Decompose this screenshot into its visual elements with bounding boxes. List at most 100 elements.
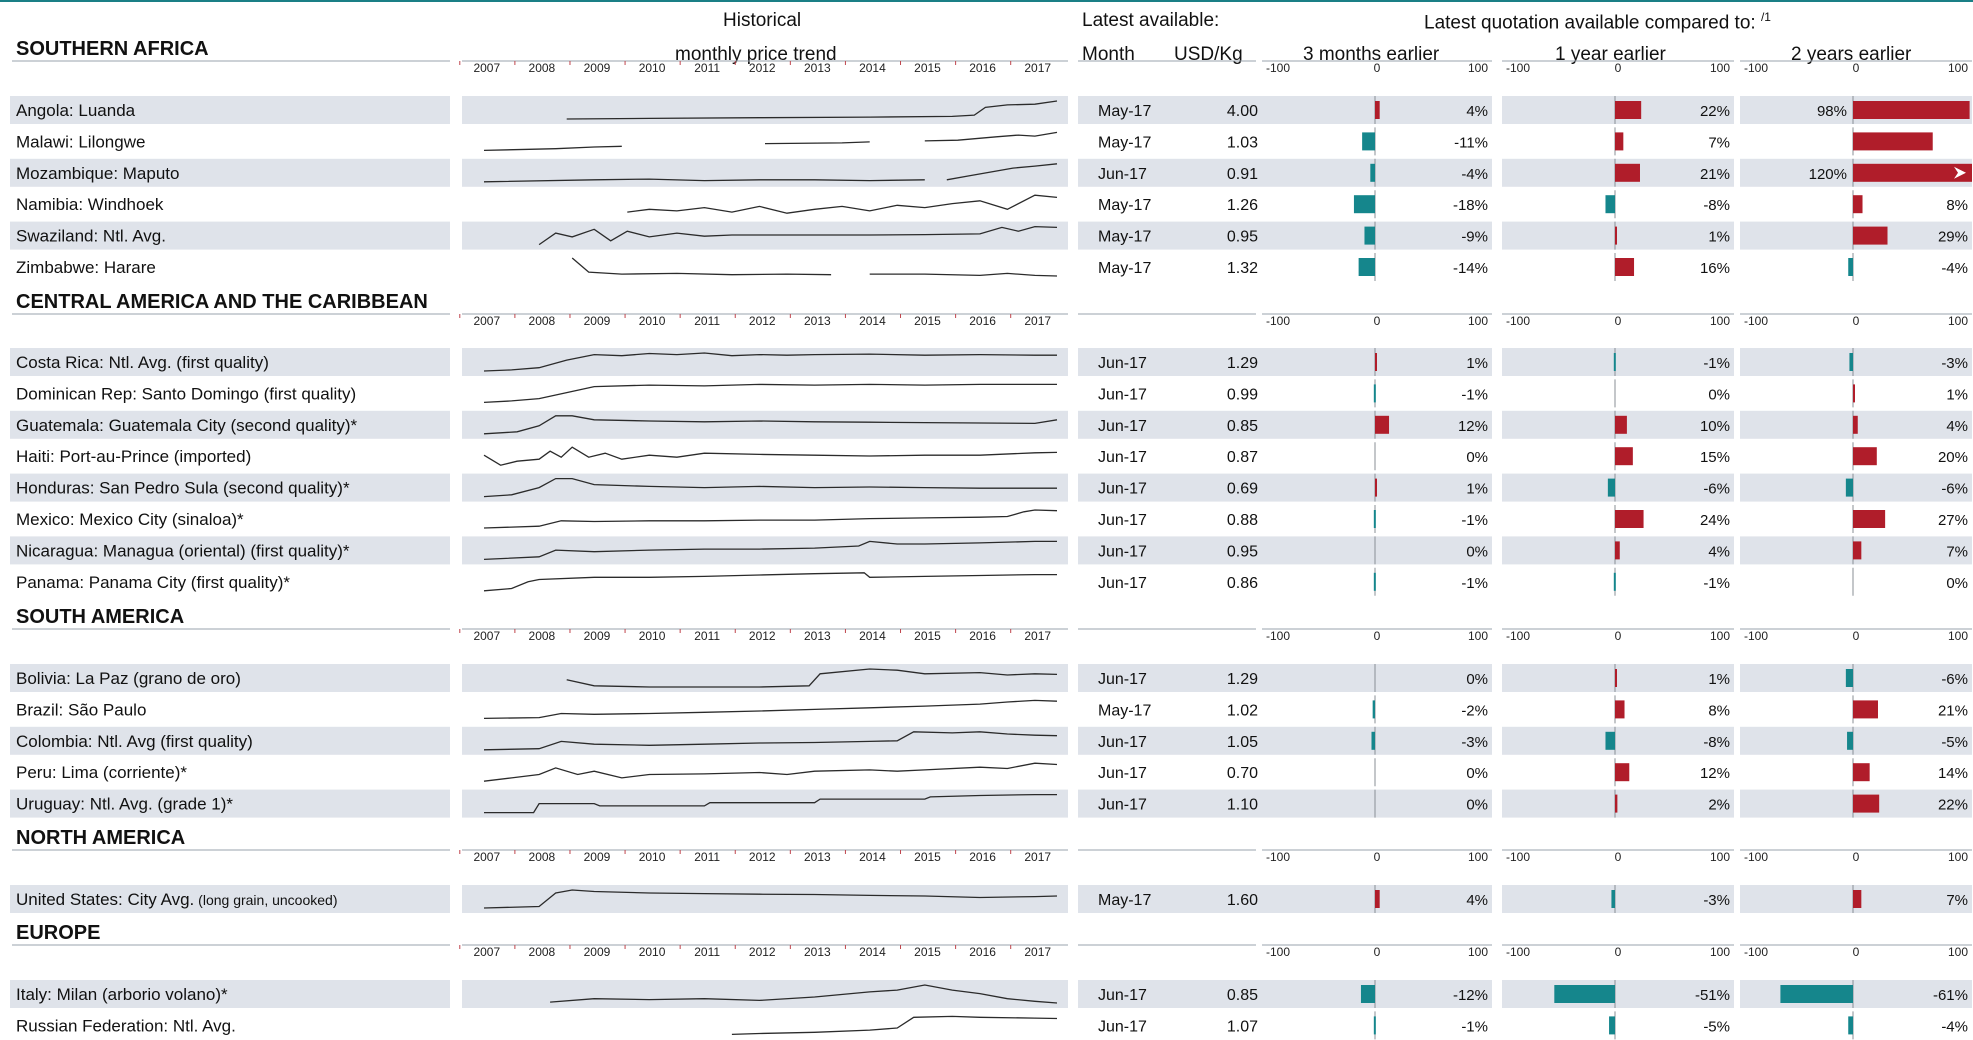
bar-axis-tick-label: 0 [1615, 61, 1622, 75]
bar-axis-tick-label: -100 [1266, 850, 1290, 864]
row-bar-band [1262, 442, 1492, 471]
change-bar [1853, 195, 1863, 214]
trend-sparkline [483, 889, 1058, 909]
row-spark-band [462, 190, 1068, 219]
latest-price: 0.86 [1227, 575, 1258, 592]
bar-axis-tick-label: 0 [1853, 314, 1860, 328]
row-bar-band [1502, 221, 1734, 250]
year-tick-label: 2012 [749, 61, 776, 75]
change-bar [1375, 101, 1380, 119]
row-bar-band [1262, 536, 1492, 565]
trend-sparkline [566, 100, 1058, 120]
trend-sparkline [627, 194, 1058, 214]
row-price-band [1078, 980, 1262, 1008]
bar-axis-tick-label: 0 [1615, 945, 1622, 959]
change-value-label: 120% [1809, 166, 1847, 183]
change-bar [1373, 572, 1376, 591]
year-tick-label: 2011 [694, 945, 720, 959]
market-label: Bolivia: La Paz (grano de oro) [16, 669, 241, 688]
change-bar [1615, 510, 1644, 528]
year-tick-label: 2016 [969, 629, 996, 643]
year-tick-label: 2016 [969, 314, 996, 328]
row-bar-band [1262, 190, 1492, 219]
change-value-label: 27% [1938, 512, 1968, 529]
row-spark-band [462, 536, 1068, 565]
row-bar-band [1262, 253, 1492, 281]
trend-sparkline [483, 131, 1058, 152]
market-label: Mexico: Mexico City (sinaloa)* [16, 510, 244, 529]
bar-axis-tick-label: -100 [1266, 314, 1290, 328]
market-label: Italy: Milan (arborio volano)* [16, 985, 228, 1004]
latest-month: Jun-17 [1098, 386, 1147, 403]
bar-axis-tick-label: 100 [1948, 945, 1968, 959]
latest-price: 1.60 [1227, 892, 1258, 909]
year-tick-label: 2008 [529, 629, 556, 643]
change-value-label: 12% [1700, 765, 1730, 782]
bar-axis-tick-label: 0 [1615, 629, 1622, 643]
row-label-band [10, 221, 450, 250]
change-bar [1611, 890, 1615, 908]
header-3-months: 3 months earlier [1303, 44, 1440, 65]
year-tick-label: 2010 [639, 61, 666, 75]
row-bar-band [1740, 1011, 1972, 1040]
change-value-label: 0% [1708, 386, 1730, 403]
bar-axis-tick-label: 100 [1468, 629, 1488, 643]
change-bar [1373, 1016, 1376, 1035]
row-label-band [10, 348, 450, 376]
latest-month: Jun-17 [1098, 765, 1147, 782]
row-price-band [1078, 190, 1262, 219]
change-bar [1853, 226, 1888, 245]
row-spark-band [462, 1011, 1068, 1040]
row-bar-band [1262, 221, 1492, 250]
trend-sparkline [731, 1015, 1058, 1036]
year-tick-label: 2010 [639, 850, 666, 864]
year-tick-label: 2010 [639, 945, 666, 959]
year-tick-label: 2007 [473, 61, 500, 75]
year-tick-label: 2012 [749, 850, 776, 864]
year-tick-label: 2008 [529, 61, 556, 75]
row-spark-band [462, 96, 1068, 124]
header-latest-available: Latest available: [1082, 10, 1220, 31]
year-tick-label: 2013 [804, 61, 831, 75]
change-bar [1853, 384, 1855, 403]
change-bar [1853, 132, 1933, 151]
change-value-label: 21% [1938, 702, 1968, 719]
change-value-label: 4% [1708, 543, 1730, 560]
header-month: Month [1082, 44, 1135, 65]
year-tick-label: 2007 [473, 945, 500, 959]
header-1-year: 1 year earlier [1555, 44, 1666, 65]
year-tick-label: 2008 [529, 945, 556, 959]
change-value-label: -4% [1941, 1018, 1968, 1035]
year-tick-label: 2015 [914, 945, 941, 959]
market-label: Malawi: Lilongwe [16, 132, 145, 151]
year-tick-label: 2009 [584, 61, 611, 75]
row-spark-band [462, 980, 1068, 1008]
year-tick-label: 2012 [749, 629, 776, 643]
change-bar [1780, 985, 1853, 1003]
change-bar [1845, 669, 1853, 687]
change-bar [1615, 794, 1618, 813]
trend-sparkline [483, 383, 1057, 404]
change-value-label: 8% [1946, 197, 1968, 214]
trend-sparkline [483, 572, 1057, 592]
change-value-label: 20% [1938, 449, 1968, 466]
row-bar-band [1740, 567, 1972, 596]
header-2-years: 2 years earlier [1791, 44, 1912, 65]
change-value-label: 1% [1466, 481, 1488, 498]
row-label-band [10, 190, 450, 219]
row-spark-band [462, 379, 1068, 408]
bar-axis-tick-label: 100 [1948, 314, 1968, 328]
market-label: Costa Rica: Ntl. Avg. (first quality) [16, 353, 269, 372]
change-value-label: 15% [1700, 449, 1730, 466]
year-tick-label: 2014 [859, 314, 886, 328]
header-footnote-mark: /1 [1760, 10, 1771, 24]
row-bar-band [1740, 379, 1972, 408]
change-value-label: 16% [1700, 260, 1730, 277]
change-bar [1615, 101, 1642, 119]
bar-axis-tick-label: 0 [1853, 850, 1860, 864]
change-bar [1853, 890, 1862, 908]
latest-price: 0.95 [1227, 229, 1258, 246]
row-bar-band [1262, 695, 1492, 724]
change-value-label: -3% [1703, 892, 1730, 909]
change-bar [1853, 101, 1970, 119]
